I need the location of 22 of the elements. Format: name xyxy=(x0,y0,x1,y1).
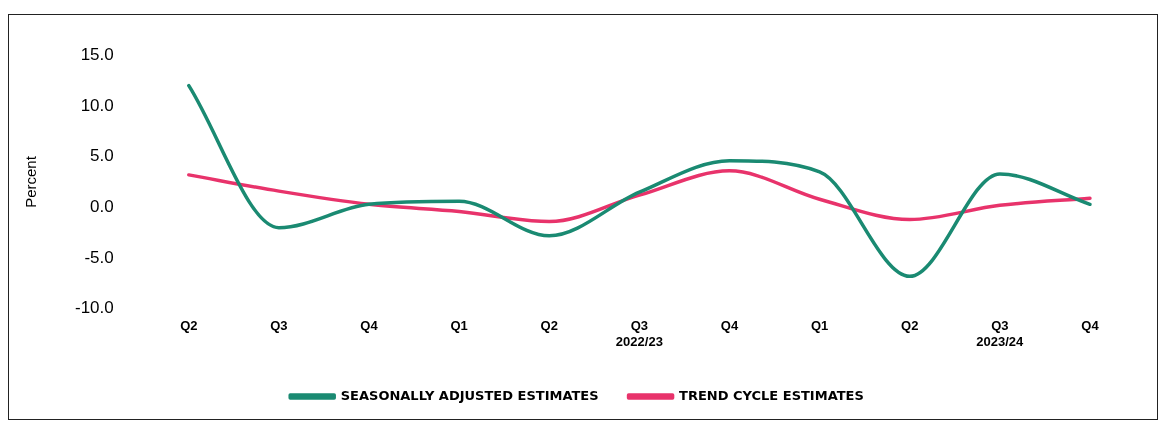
x-tick-label: Q4 xyxy=(360,318,379,334)
x-tick-label: Q3 2022/23 xyxy=(615,318,663,349)
x-tick-label: Q3 2023/24 xyxy=(976,318,1025,349)
line-series xyxy=(187,83,1092,279)
x-tick-label: Q2 xyxy=(540,318,558,334)
y-tick-label: 10.0 xyxy=(80,95,114,115)
y-tick-label: -5.0 xyxy=(84,247,114,267)
x-tick-label: Q3 xyxy=(270,318,288,334)
y-tick-label: 5.0 xyxy=(90,146,114,166)
line-series xyxy=(187,169,1092,224)
legend-label: TREND CYCLE ESTIMATES xyxy=(679,387,864,403)
x-tick-label: Q2 xyxy=(901,318,919,334)
x-tick-label: Q1 xyxy=(450,318,468,334)
y-tick-label: 15.0 xyxy=(80,44,114,64)
x-tick-label: Q4 xyxy=(720,318,739,334)
y-axis-title: Percent xyxy=(22,155,40,208)
y-tick-label: -10.0 xyxy=(75,298,114,318)
legend-label: SEASONALLY ADJUSTED ESTIMATES xyxy=(340,387,599,403)
x-tick-label: Q4 xyxy=(1081,318,1100,334)
y-tick-label: 0.0 xyxy=(90,197,114,217)
x-tick-label: Q1 xyxy=(810,318,829,334)
x-tick-label: Q2 xyxy=(180,318,198,334)
